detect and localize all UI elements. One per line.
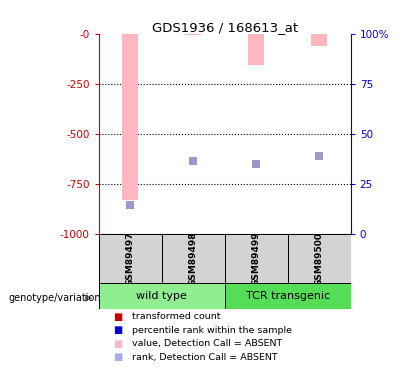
Bar — [185, 34, 201, 35]
Bar — [248, 34, 264, 65]
Text: GSM89499: GSM89499 — [252, 231, 261, 286]
Bar — [288, 234, 351, 283]
Bar — [225, 283, 351, 309]
Text: wild type: wild type — [136, 291, 187, 301]
Text: GSM89498: GSM89498 — [189, 231, 198, 286]
Text: rank, Detection Call = ABSENT: rank, Detection Call = ABSENT — [132, 353, 278, 362]
Bar — [162, 234, 225, 283]
Bar — [225, 234, 288, 283]
Text: ■: ■ — [113, 312, 123, 322]
Point — [190, 158, 197, 164]
Text: ■: ■ — [113, 326, 123, 335]
Text: value, Detection Call = ABSENT: value, Detection Call = ABSENT — [132, 339, 283, 348]
Text: transformed count: transformed count — [132, 312, 221, 321]
Text: GDS1936 / 168613_at: GDS1936 / 168613_at — [152, 21, 298, 34]
Point — [316, 153, 323, 159]
Text: ■: ■ — [113, 352, 123, 362]
Text: GSM89497: GSM89497 — [126, 231, 135, 286]
Text: GSM89500: GSM89500 — [315, 232, 324, 286]
Point — [253, 161, 260, 167]
Text: ■: ■ — [113, 339, 123, 349]
Bar — [99, 234, 162, 283]
Bar — [122, 34, 138, 200]
Bar — [311, 34, 327, 46]
Text: percentile rank within the sample: percentile rank within the sample — [132, 326, 292, 335]
Text: genotype/variation: genotype/variation — [8, 293, 101, 303]
Point — [127, 202, 134, 208]
Text: TCR transgenic: TCR transgenic — [246, 291, 330, 301]
Bar — [99, 283, 225, 309]
